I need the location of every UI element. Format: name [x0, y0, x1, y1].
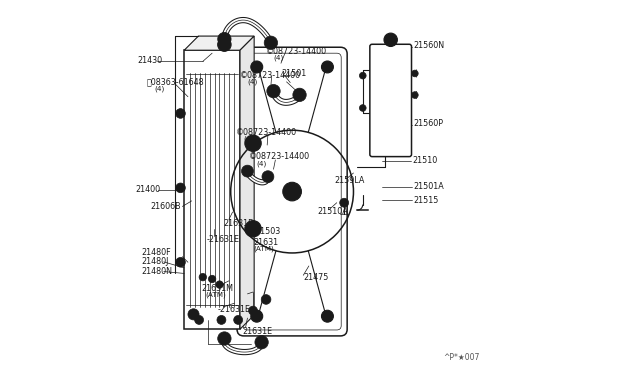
Text: (4): (4) — [256, 160, 266, 167]
Circle shape — [262, 171, 274, 183]
Text: 21631E: 21631E — [242, 327, 272, 336]
Text: ©08723-14400: ©08723-14400 — [266, 47, 327, 56]
Circle shape — [245, 221, 261, 237]
Polygon shape — [240, 36, 254, 329]
Text: (4): (4) — [273, 55, 284, 61]
Circle shape — [218, 38, 231, 51]
Text: 21503: 21503 — [255, 227, 280, 236]
Text: (4): (4) — [248, 78, 258, 85]
Circle shape — [241, 165, 253, 177]
Text: 21631M: 21631M — [201, 284, 233, 293]
Text: -21631E: -21631E — [218, 305, 251, 314]
Circle shape — [283, 182, 301, 201]
Circle shape — [195, 315, 204, 324]
Text: Ⓢ08363-61648: Ⓢ08363-61648 — [147, 77, 205, 86]
Circle shape — [321, 310, 333, 322]
Circle shape — [412, 70, 418, 77]
Circle shape — [216, 281, 223, 288]
Circle shape — [217, 315, 226, 324]
Text: 21560P: 21560P — [413, 119, 444, 128]
Circle shape — [248, 306, 257, 315]
Circle shape — [255, 336, 268, 349]
Polygon shape — [184, 36, 254, 50]
Text: 21501A: 21501A — [413, 182, 445, 191]
Circle shape — [360, 105, 366, 111]
Text: ©08723-14400: ©08723-14400 — [248, 153, 310, 161]
Circle shape — [199, 273, 207, 281]
Circle shape — [218, 332, 231, 345]
Text: 21631: 21631 — [253, 238, 278, 247]
Circle shape — [264, 36, 278, 49]
Text: (ATM): (ATM) — [254, 246, 275, 253]
Text: 21606B: 21606B — [151, 202, 181, 211]
Text: 21510A: 21510A — [317, 207, 348, 216]
FancyBboxPatch shape — [370, 44, 412, 157]
Text: 21480J: 21480J — [141, 257, 169, 266]
Text: ©08723-14400: ©08723-14400 — [236, 128, 298, 137]
Circle shape — [175, 257, 186, 267]
Circle shape — [340, 198, 349, 207]
Text: ^P*★007: ^P*★007 — [443, 353, 479, 362]
Text: 21430: 21430 — [138, 56, 163, 65]
Circle shape — [293, 88, 306, 102]
Polygon shape — [184, 50, 240, 329]
Text: 21560N: 21560N — [413, 41, 445, 50]
Circle shape — [384, 33, 397, 46]
Text: 21631E: 21631E — [223, 219, 253, 228]
Text: (4): (4) — [154, 85, 164, 92]
Circle shape — [321, 61, 333, 73]
Circle shape — [175, 109, 186, 118]
Circle shape — [218, 32, 231, 46]
Text: 21475: 21475 — [303, 273, 328, 282]
Text: (ATM): (ATM) — [205, 291, 226, 298]
Text: 21480F: 21480F — [141, 248, 171, 257]
Text: 21400: 21400 — [136, 185, 161, 194]
Text: -21631E: -21631E — [207, 235, 239, 244]
Text: 21510: 21510 — [412, 156, 438, 165]
Circle shape — [175, 183, 186, 193]
Circle shape — [412, 92, 418, 99]
Circle shape — [251, 61, 262, 73]
Text: 21501: 21501 — [281, 69, 306, 78]
Text: 21515: 21515 — [413, 196, 439, 205]
Circle shape — [251, 310, 262, 322]
Circle shape — [234, 315, 243, 324]
Circle shape — [360, 72, 366, 79]
Text: (4): (4) — [244, 135, 254, 142]
Circle shape — [261, 295, 271, 304]
Circle shape — [245, 135, 261, 151]
Text: 21480N: 21480N — [141, 267, 172, 276]
Circle shape — [209, 275, 216, 283]
Text: ©08723-14400: ©08723-14400 — [240, 71, 301, 80]
Text: 2159LA: 2159LA — [334, 176, 365, 185]
Circle shape — [188, 309, 199, 320]
Circle shape — [267, 84, 280, 98]
